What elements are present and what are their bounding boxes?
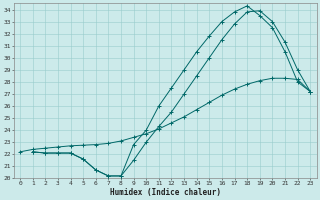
X-axis label: Humidex (Indice chaleur): Humidex (Indice chaleur) [110,188,220,197]
